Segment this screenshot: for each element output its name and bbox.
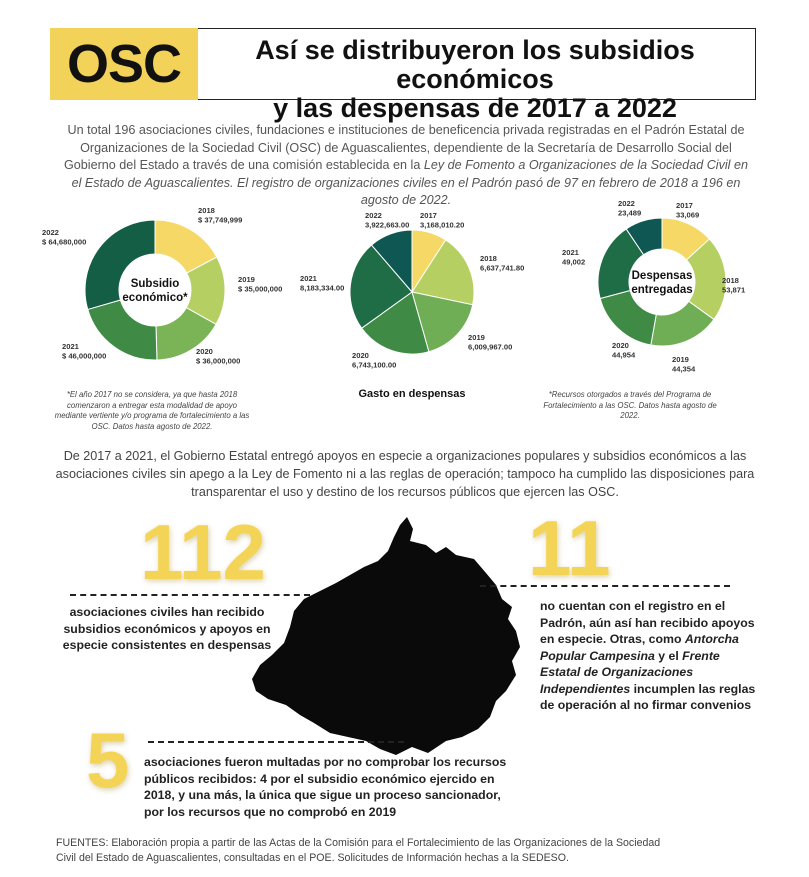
chart-3-label-2018: 2018 53,871: [722, 276, 746, 295]
chart-3-label-2017: 2017 33,069: [676, 201, 699, 220]
stat-5-number: 5: [86, 716, 130, 804]
intro-part-2: El registro de organizaciones civiles en…: [233, 175, 741, 208]
chart-3-note: *Recursos otorgados a través del Program…: [543, 390, 717, 420]
charts-area: 2018 $ 37,749,999 2019 $ 35,000,000 2020 $ 36…: [42, 199, 746, 400]
stat-11-org-1: Antorcha Popular Campesina: [540, 632, 739, 663]
chart-2-slice-2021: [349, 244, 413, 329]
chart-2-slice-2022: [370, 229, 413, 294]
chart-1-center-hole: [119, 254, 191, 326]
stat-11-leader-line: [480, 585, 730, 587]
sources-footer: FUENTES: Elaboración propia a partir de …: [56, 836, 756, 866]
context-paragraph: De 2017 a 2021, el Gobierno Estatal entr…: [55, 449, 755, 499]
stat-11-text-2: y el: [654, 648, 683, 663]
chart-1-label-2020: 2020 $ 36,000,000: [196, 347, 240, 366]
chart-2-slice-2020: [360, 291, 430, 355]
intro-paragraph: Un total 196 asociaciones civiles, funda…: [58, 122, 754, 210]
stat-11-text-3: incumplen las reglas de operación al no …: [540, 681, 756, 713]
chart-1-label-2019: 2019 $ 35,000,000: [238, 275, 282, 294]
stat-11-number: 11: [528, 504, 611, 592]
intro-law-name: Ley de Fomento a Organizaciones de la So…: [71, 158, 748, 190]
stat-112-leader-line: [70, 594, 310, 596]
chart-1-label-2022: 2022 $ 64,680,000: [42, 228, 86, 247]
chart-3-center-label: Despensas entregadas: [631, 270, 692, 296]
chart-1-label-2021: 2021 $ 46,000,000: [62, 342, 106, 361]
chart-2-slice-2019: [411, 291, 474, 353]
stat-112-text: asociaciones civiles han recibido subsid…: [62, 605, 272, 652]
intro-part-1: Un total 196 asociaciones civiles, funda…: [64, 123, 745, 172]
state-silhouette: [252, 517, 520, 755]
chart-2-label-2022: 2022 3,922,663.00: [365, 211, 409, 230]
chart-1-note: *El año 2017 no se considera, ya que has…: [54, 390, 250, 431]
aguascalientes-map: [252, 517, 520, 755]
chart-3-label-2021: 2021 49,002: [562, 248, 585, 267]
title-line-1: Así se distribuyeron los subsidios econó…: [255, 35, 695, 94]
stat-5-text: asociaciones fueron multadas por no comp…: [144, 755, 507, 819]
chart-1-label-2018: 2018 $ 37,749,999: [198, 206, 242, 225]
chart-1-center-label: Subsidio económico*: [122, 278, 188, 304]
stat-11-org-2: Frente Estatal de Organizaciones Indepen…: [540, 648, 720, 696]
page-title: Así se distribuyeron los subsidios econó…: [200, 36, 750, 123]
stat-11-text: no cuentan con el registro en el Padrón,…: [540, 598, 760, 714]
chart-2-label-2018: 2018 6,637,741.80: [480, 254, 524, 273]
title-line-2: y las despensas de 2017 a 2022: [273, 93, 677, 123]
stat-11-text-1: no cuentan con el registro en el Padrón,…: [540, 599, 755, 646]
sources-line-1: FUENTES: Elaboración propia a partir de …: [56, 837, 661, 849]
chart-3-label-2020: 2020 44,954: [612, 341, 636, 360]
chart-2-label-2017: 2017 3,168,010.20: [420, 211, 464, 230]
chart-2-label-2020: 2020 6,743,100.00: [352, 351, 396, 370]
stat-112-number: 112: [140, 508, 266, 596]
chart-2-label-2021: 2021 8,183,334.00: [300, 274, 344, 293]
chart-3-label-2022: 2022 23,489: [618, 199, 641, 218]
chart-2-label-2019: 2019 6,009,967.00: [468, 333, 512, 352]
chart-3-label-2019: 2019 44,354: [672, 355, 696, 374]
stat-5-leader-line: [148, 741, 404, 743]
chart-2-slice-2018: [411, 239, 475, 306]
chart-2-title: Gasto en despensas: [359, 388, 466, 400]
badge-label: OSC: [66, 34, 182, 94]
sources-line-2: Civil del Estado de Aguascalientes, cons…: [56, 852, 569, 864]
chart-3-center-hole: [629, 249, 695, 315]
osc-badge: OSC: [50, 28, 198, 100]
